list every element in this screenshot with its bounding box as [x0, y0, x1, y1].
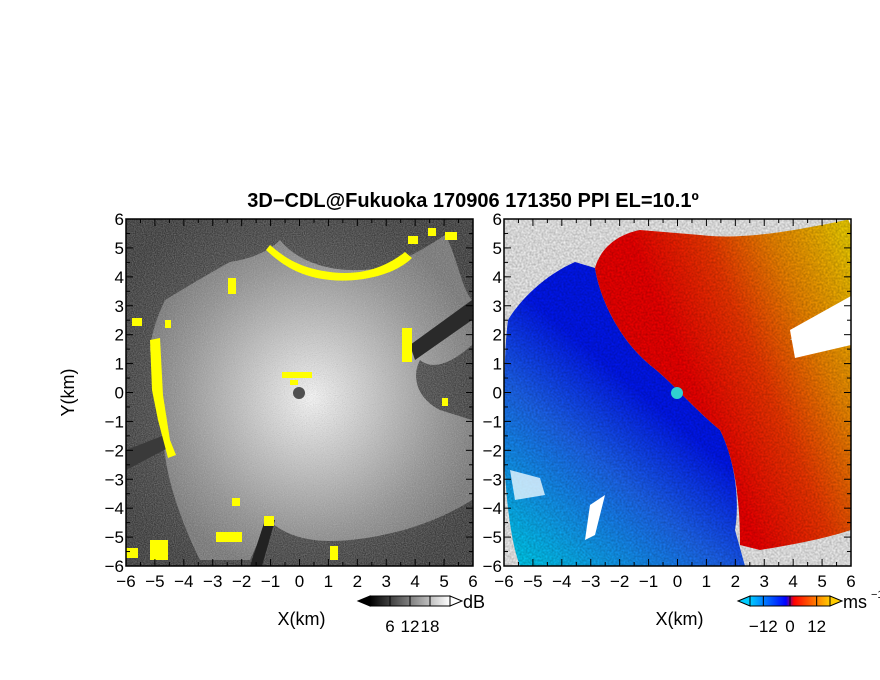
left-x-tick-label: −5	[145, 572, 164, 591]
clutter-overlay	[126, 228, 457, 560]
left-colorbar-tick-label: 18	[421, 617, 440, 636]
right-y-tick-label: 5	[493, 239, 502, 258]
right-x-tick-label: −2	[610, 572, 629, 591]
left-y-tick-label: −4	[105, 499, 124, 518]
right-x-tick-label: −3	[581, 572, 600, 591]
left-x-tick-label: 3	[382, 572, 391, 591]
right-y-tick-label: −6	[483, 557, 502, 576]
right-y-tick-label: 3	[493, 297, 502, 316]
left-x-tick-label: −4	[174, 572, 193, 591]
left-y-tick-label: 0	[115, 384, 124, 403]
right-x-tick-label: −6	[494, 572, 513, 591]
right-x-tick-label: −1	[639, 572, 658, 591]
left-y-tick-label: −3	[105, 470, 124, 489]
right-x-tick-label: 3	[760, 572, 769, 591]
left-y-tick-label: 3	[115, 297, 124, 316]
right-x-tick-label: 0	[673, 572, 682, 591]
left-y-tick-label: −5	[105, 528, 124, 547]
right-x-tick-label: 4	[788, 572, 797, 591]
blocked-sector-east	[410, 300, 472, 360]
left-y-tick-label: 4	[115, 268, 124, 287]
left-x-axis-label: X(km)	[278, 609, 326, 629]
right-y-tick-label: −3	[483, 470, 502, 489]
right-x-tick-label: −4	[552, 572, 571, 591]
right-x-tick-label: −5	[523, 572, 542, 591]
left-colorbar-left-arrow	[356, 595, 371, 607]
doppler-panel	[504, 219, 851, 566]
left-x-tick-label: 1	[324, 572, 333, 591]
right-y-tick-label: −1	[483, 412, 502, 431]
right-x-tick-label: 6	[846, 572, 855, 591]
left-colorbar-tick-label: 6	[385, 617, 394, 636]
right-colorbar-unit: ms	[843, 592, 867, 612]
left-y-tick-label: 1	[115, 355, 124, 374]
left-y-tick-label: 6	[115, 210, 124, 229]
doppler-radar-marker	[671, 387, 683, 399]
doppler-gap-south	[585, 495, 605, 540]
right-x-tick-label: 5	[817, 572, 826, 591]
left-x-tick-label: 6	[468, 572, 477, 591]
left-y-axis-label: Y(km)	[58, 369, 78, 417]
left-x-tick-label: 0	[295, 572, 304, 591]
right-colorbar-tick-label: 12	[807, 617, 826, 636]
right-y-tick-label: 2	[493, 326, 502, 345]
left-y-tick-label: −6	[105, 557, 124, 576]
left-y-tick-label: −2	[105, 441, 124, 460]
left-y-tick-label: 5	[115, 239, 124, 258]
right-y-tick-label: −5	[483, 528, 502, 547]
left-colorbar-unit: dB	[463, 592, 485, 612]
blocked-sector-south	[250, 520, 275, 566]
blocked-sector-west	[126, 435, 168, 470]
left-x-tick-label: 2	[353, 572, 362, 591]
right-colorbar-right-arrow	[829, 595, 844, 607]
right-y-tick-label: −4	[483, 499, 502, 518]
right-colorbar-tick-label: −12	[749, 617, 778, 636]
left-x-tick-label: −2	[232, 572, 251, 591]
right-x-tick-label: 1	[702, 572, 711, 591]
left-y-tick-label: 2	[115, 326, 124, 345]
left-colorbar-tick-label: 12	[401, 617, 420, 636]
right-y-tick-label: 4	[493, 268, 502, 287]
right-colorbar-left-arrow	[736, 595, 751, 607]
right-y-tick-label: 0	[493, 384, 502, 403]
left-x-tick-label: 4	[410, 572, 419, 591]
reflectivity-panel	[126, 219, 473, 566]
left-y-tick-label: −1	[105, 412, 124, 431]
left-x-tick-label: −1	[261, 572, 280, 591]
right-x-tick-label: 2	[731, 572, 740, 591]
doppler-gap-east	[790, 296, 851, 358]
right-x-axis-label: X(km)	[656, 609, 704, 629]
right-y-tick-label: −2	[483, 441, 502, 460]
right-colorbar-tick-label: 0	[785, 617, 794, 636]
right-colorbar-unit-exponent: −1	[871, 589, 880, 601]
chart-title: 3D−CDL@Fukuoka 170906 171350 PPI EL=10.1…	[247, 190, 699, 212]
left-colorbar-right-arrow	[449, 595, 464, 607]
radar-site-marker	[293, 387, 305, 399]
right-y-tick-label: 1	[493, 355, 502, 374]
left-x-tick-label: −3	[203, 572, 222, 591]
right-y-tick-label: 6	[493, 210, 502, 229]
left-x-tick-label: −6	[116, 572, 135, 591]
left-x-tick-label: 5	[439, 572, 448, 591]
